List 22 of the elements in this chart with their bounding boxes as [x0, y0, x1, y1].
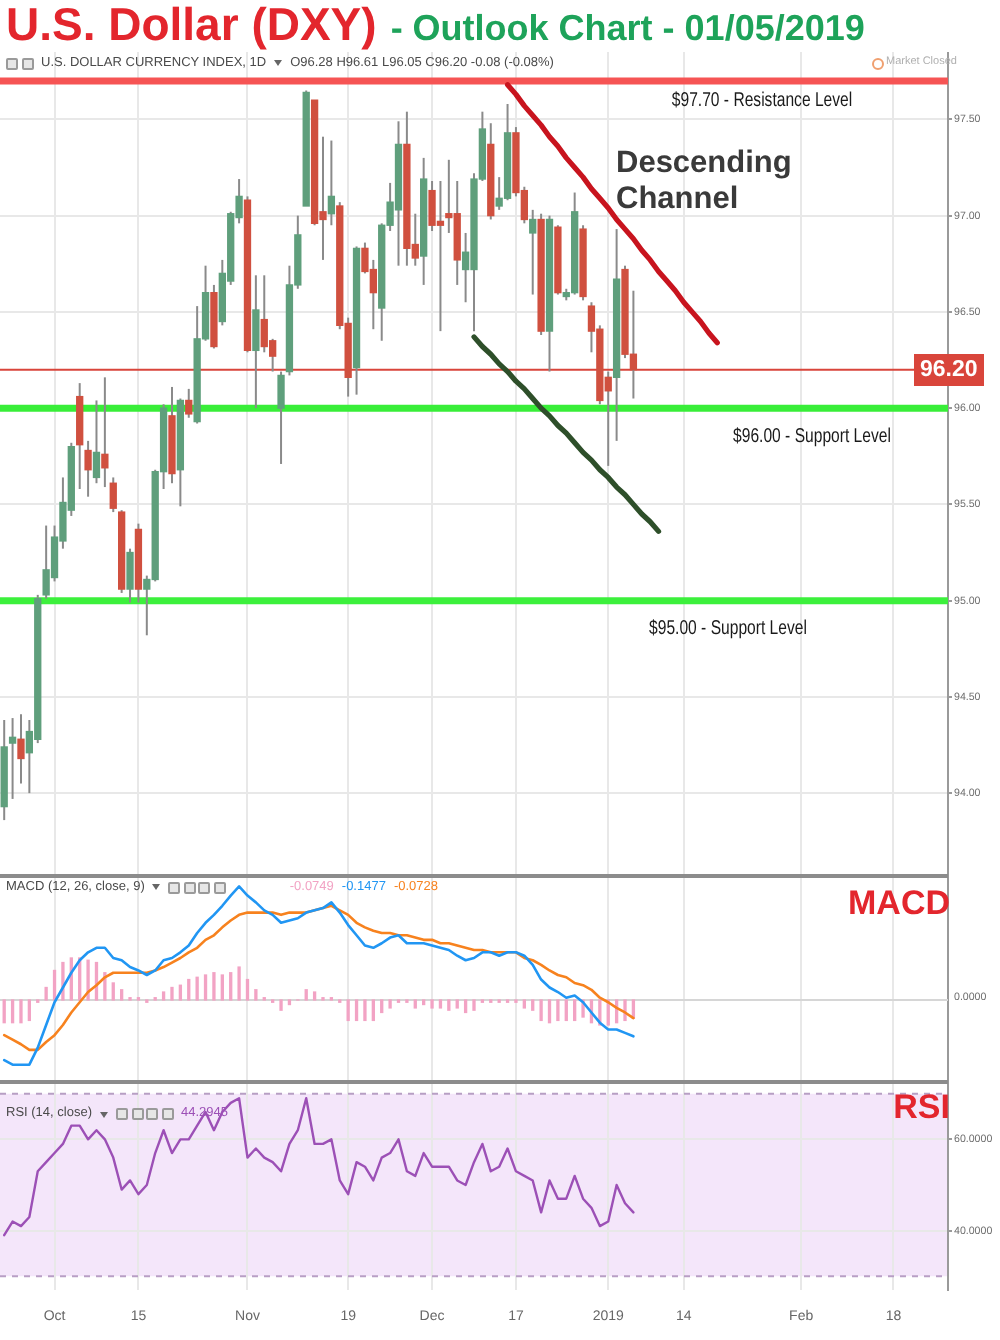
annotation: Descending Channel: [616, 146, 794, 218]
chart-title: U.S. Dollar (DXY): [6, 0, 377, 51]
candlestick: [327, 139, 336, 227]
candlestick: [453, 179, 461, 286]
chart-title: MACD: [848, 884, 950, 922]
chart-subtitle: - Outlook Chart - 01/05/2019: [390, 8, 865, 50]
candlestick: [101, 376, 109, 489]
candlestick: [8, 717, 17, 800]
chart-title: RSI: [893, 1088, 950, 1126]
ref-line-label: $96.00 - Support Level: [733, 426, 891, 449]
candlestick: [92, 399, 101, 485]
candlestick: [109, 476, 117, 514]
candlestick: [126, 547, 134, 604]
candlestick: [185, 387, 193, 419]
ref-line-label: 96.20: [914, 353, 984, 386]
candlestick: [260, 274, 268, 354]
candlestick: [277, 370, 285, 465]
ref-line-label: $95.00 - Support Level: [649, 618, 807, 641]
candlestick: [436, 179, 445, 333]
candlestick: [252, 274, 260, 410]
ref-line-label: $97.70 - Resistance Level: [671, 90, 853, 113]
candlestick: [529, 208, 537, 296]
